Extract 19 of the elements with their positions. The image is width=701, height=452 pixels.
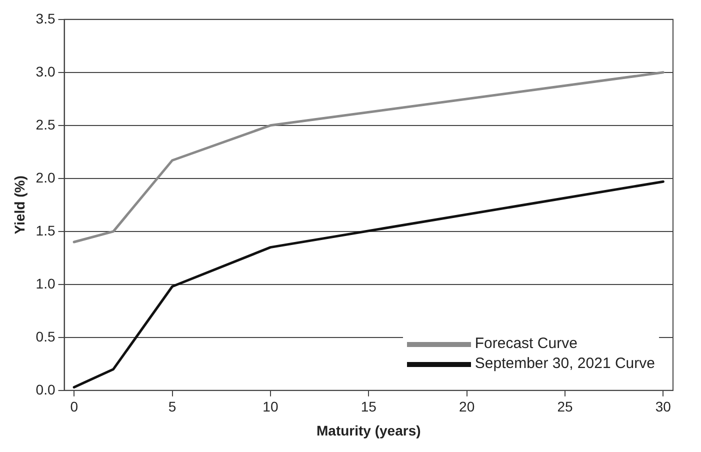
y-axis-title: Yield (%): [11, 176, 28, 234]
x-tick-label: 25: [557, 398, 573, 415]
x-tick-label: 20: [459, 398, 475, 415]
x-axis-title: Maturity (years): [316, 422, 421, 438]
x-tick-label: 15: [360, 398, 377, 415]
x-tick-label: 10: [262, 398, 278, 415]
y-tick-label: 1.0: [36, 275, 56, 292]
x-tick-label: 30: [655, 398, 672, 415]
y-tick-label: 3.5: [36, 10, 56, 26]
y-tick-label: 0.5: [36, 328, 56, 344]
x-tick-label: 5: [168, 398, 176, 415]
y-tick-label: 2.0: [36, 169, 56, 186]
y-tick-label: 0.0: [36, 381, 56, 398]
y-tick-label: 1.5: [36, 222, 56, 238]
x-tick-label: 0: [70, 398, 78, 415]
legend-label: Forecast Curve: [474, 334, 578, 354]
legend-label: September 30, 2021 Curve: [474, 354, 655, 374]
y-tick-label: 3.0: [36, 63, 56, 80]
y-tick-label: 2.5: [36, 116, 56, 132]
